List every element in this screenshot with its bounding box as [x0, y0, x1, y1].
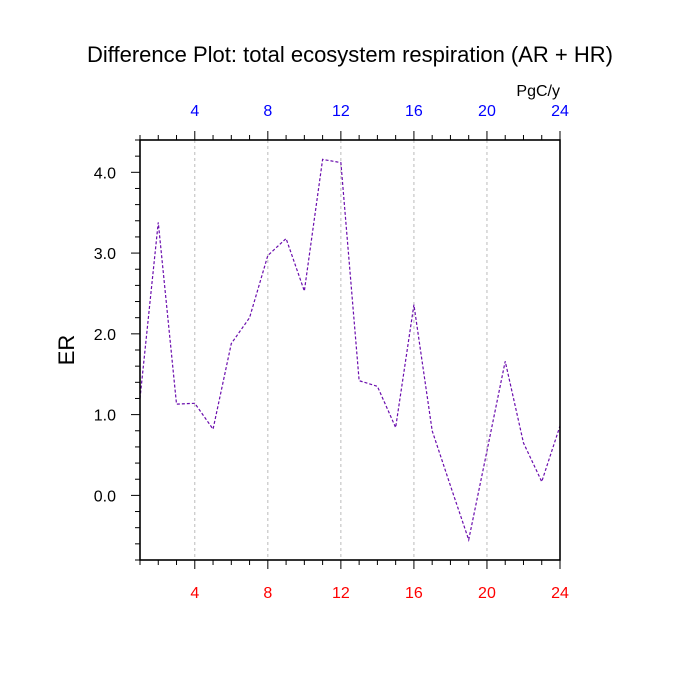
gridlines [194, 140, 488, 560]
y-axis-label: ER [54, 335, 79, 366]
series-line [139, 158, 561, 543]
y-tick-label: 4.0 [94, 165, 116, 182]
x-tick-label-bottom: 24 [551, 585, 569, 602]
tick-labels: 4 4 8 8 12 12 16 16 20 20 24 24 0.0 1.0 2.0 3.0 4.0 [94, 103, 569, 602]
units-label: PgC/y [516, 83, 560, 100]
x-tick-label-top: 8 [263, 103, 272, 120]
x-tick-label-top: 16 [405, 103, 423, 120]
x-tick-label-bottom: 20 [478, 585, 496, 602]
y-tick-label: 1.0 [94, 408, 116, 425]
x-tick-label-top: 20 [478, 103, 496, 120]
plot-frame [139, 139, 561, 561]
x-tick-label-bottom: 12 [332, 585, 350, 602]
y-tick-label: 0.0 [94, 488, 116, 505]
chart-title: Difference Plot: total ecosystem respira… [87, 42, 613, 67]
plot-line-group [139, 158, 561, 543]
x-tick-label-bottom: 8 [263, 585, 272, 602]
ticks [131, 131, 561, 569]
y-tick-label: 3.0 [94, 246, 116, 263]
x-tick-label-top: 24 [551, 103, 569, 120]
x-tick-label-bottom: 4 [190, 585, 199, 602]
y-tick-label: 2.0 [94, 327, 116, 344]
x-tick-label-top: 12 [332, 103, 350, 120]
x-tick-label-bottom: 16 [405, 585, 423, 602]
x-tick-label-top: 4 [190, 103, 199, 120]
